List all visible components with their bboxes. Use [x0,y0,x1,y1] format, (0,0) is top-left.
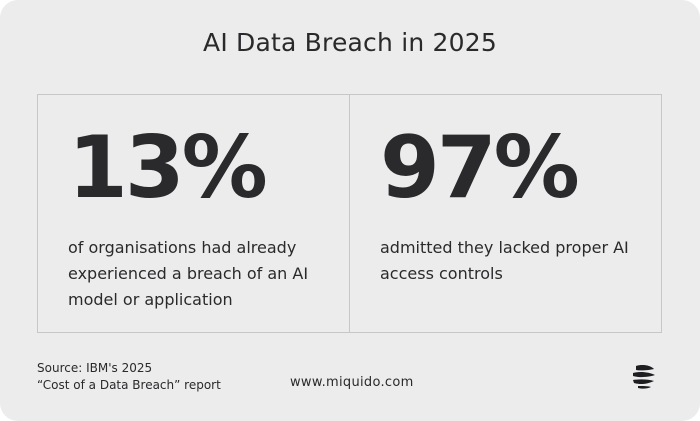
miquido-logo-icon [630,362,658,390]
logo-icon-graphic [633,365,655,389]
stat-value: 13% [68,118,268,218]
stat-description: admitted they lacked proper AI access co… [380,238,629,283]
stat-value: 97% [380,118,580,218]
source-note: Source: IBM's 2025 “Cost of a Data Breac… [37,360,221,394]
stat-card-right: 97% admitted they lacked proper AI acces… [349,95,661,332]
source-line: “Cost of a Data Breach” report [37,378,221,392]
website-link[interactable]: www.miquido.com [290,375,414,390]
stat-card-left: 13% of organisations had already experie… [38,95,349,332]
page-title: AI Data Breach in 2025 [203,28,497,57]
source-line: Source: IBM's 2025 [37,361,153,375]
stat-description: of organisations had already experienced… [68,238,309,309]
stats-panel: 13% of organisations had already experie… [37,94,662,333]
